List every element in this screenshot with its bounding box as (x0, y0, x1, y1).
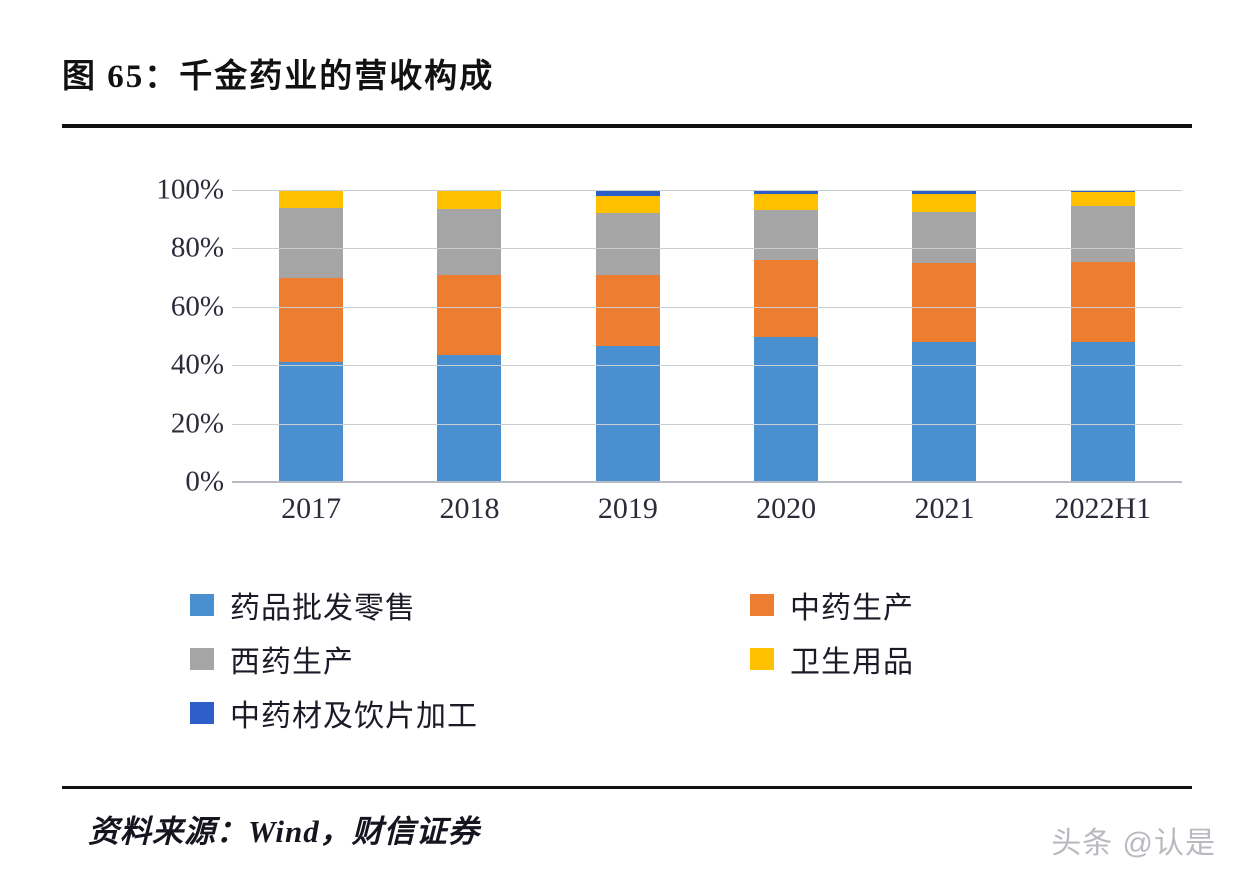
x-axis-tick-label: 2020 (756, 492, 817, 525)
bar-segment[interactable] (912, 190, 977, 195)
title-divider (62, 124, 1192, 128)
bar-segment[interactable] (754, 194, 819, 211)
legend-label: 中药材及饮片加工 (230, 700, 478, 733)
gridline (232, 248, 1182, 250)
y-axis-tick-label: 40% (170, 348, 224, 381)
figure-title-block: 图 65：千金药业的营收构成 (62, 55, 1192, 99)
x-axis-tick-label: 2022H1 (1054, 492, 1152, 525)
bar-segment[interactable] (1070, 190, 1135, 193)
bar-segment[interactable] (437, 209, 502, 275)
stacked-bar[interactable] (437, 190, 502, 482)
y-axis-tick-label: 0% (185, 465, 224, 498)
bar-segment[interactable] (754, 210, 819, 261)
bar-segment[interactable] (595, 190, 660, 196)
stacked-bar[interactable] (279, 190, 344, 482)
bar-segment[interactable] (912, 194, 977, 212)
gridline (232, 306, 1182, 308)
legend-swatch-icon (190, 648, 214, 670)
legend-row: 药品批发零售 中药生产 (190, 578, 1050, 632)
x-axis-tick-label: 2021 (914, 492, 975, 525)
y-axis-tick-label: 100% (156, 173, 224, 206)
gridline (232, 365, 1182, 367)
bar-slot (865, 190, 1023, 482)
bar-segment[interactable] (437, 190, 502, 209)
bar-segment[interactable] (1070, 341, 1135, 482)
footer-divider (62, 786, 1192, 789)
bar-group (232, 190, 1182, 482)
stacked-bar[interactable] (1070, 190, 1135, 482)
bar-segment[interactable] (595, 346, 660, 482)
bar-segment[interactable] (1070, 192, 1135, 207)
legend-item[interactable]: 中药材及饮片加工 (190, 691, 750, 735)
bar-slot (707, 190, 865, 482)
bar-segment[interactable] (595, 213, 660, 275)
stacked-bar[interactable] (595, 190, 660, 482)
legend-swatch-icon (750, 594, 774, 616)
gridline (232, 190, 1182, 191)
y-axis-tick-label: 20% (170, 407, 224, 440)
bar-segment[interactable] (1070, 261, 1135, 342)
bar-segment[interactable] (754, 260, 819, 338)
bar-segment[interactable] (754, 337, 819, 482)
bar-slot (549, 190, 707, 482)
legend-swatch-icon (750, 648, 774, 670)
x-axis: 2017 2018 2019 2020 2021 2022H1 (232, 492, 1182, 526)
legend-label: 西药生产 (230, 646, 354, 679)
watermark-label: 头条 @认是 (1051, 827, 1216, 860)
plot-area (232, 190, 1182, 483)
chart-legend: 药品批发零售 中药生产西药生产 卫生用品中药材及饮片加工 (190, 578, 1050, 740)
legend-label: 药品批发零售 (230, 592, 416, 625)
chart-container: 100% 80% 60% 40% 20% 0% 2017 2018 2019 2020 2021 2… (62, 150, 1192, 570)
legend-item[interactable]: 卫生用品 (750, 637, 1050, 681)
x-axis-tick-label: 2018 (439, 492, 500, 525)
stacked-bar[interactable] (912, 190, 977, 482)
bar-segment[interactable] (912, 211, 977, 264)
bar-segment[interactable] (279, 207, 344, 278)
legend-item[interactable]: 药品批发零售 (190, 583, 750, 627)
legend-label: 中药生产 (790, 592, 914, 625)
legend-row: 中药材及饮片加工 (190, 686, 1050, 740)
bar-segment[interactable] (279, 190, 344, 208)
bar-segment[interactable] (912, 263, 977, 342)
bar-segment[interactable] (1070, 206, 1135, 262)
bar-segment[interactable] (437, 354, 502, 482)
bar-segment[interactable] (279, 277, 344, 363)
y-axis: 100% 80% 60% 40% 20% 0% (122, 150, 232, 498)
y-axis-tick-label: 60% (170, 290, 224, 323)
legend-item[interactable]: 西药生产 (190, 637, 750, 681)
legend-swatch-icon (190, 702, 214, 724)
legend-swatch-icon (190, 594, 214, 616)
bar-segment[interactable] (595, 195, 660, 214)
bar-segment[interactable] (595, 274, 660, 347)
bar-segment[interactable] (754, 190, 819, 195)
x-axis-tick-label: 2019 (597, 492, 658, 525)
gridline (232, 423, 1182, 425)
legend-item[interactable]: 中药生产 (750, 583, 1050, 627)
bar-slot (1024, 190, 1182, 482)
source-note: 资料来源：Wind，财信证券 (88, 814, 480, 849)
bar-segment[interactable] (437, 274, 502, 355)
page-title: 图 65：千金药业的营收构成 (62, 59, 495, 95)
x-axis-line (232, 481, 1182, 483)
legend-row: 西药生产 卫生用品 (190, 632, 1050, 686)
stacked-bar[interactable] (754, 190, 819, 482)
legend-label: 卫生用品 (790, 646, 914, 679)
bar-slot (390, 190, 548, 482)
bar-slot (232, 190, 390, 482)
x-axis-tick-label: 2017 (281, 492, 342, 525)
y-axis-tick-label: 80% (170, 231, 224, 264)
bar-segment[interactable] (912, 341, 977, 482)
bar-segment[interactable] (279, 362, 344, 482)
